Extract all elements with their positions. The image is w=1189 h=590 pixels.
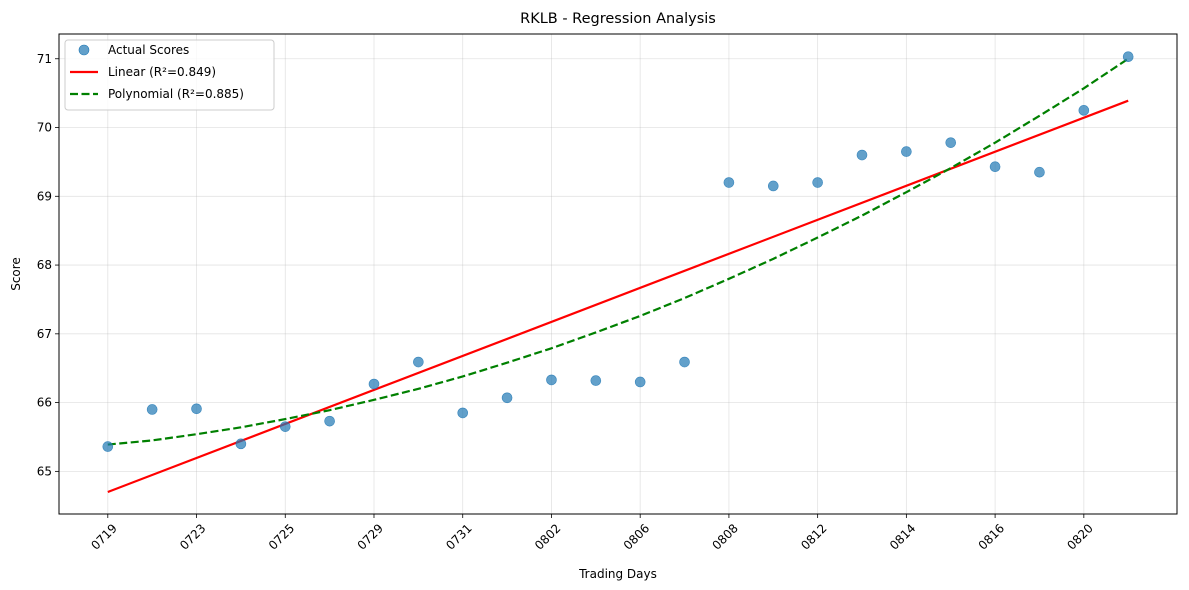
- y-tick-label: 71: [37, 52, 52, 66]
- y-tick-label: 67: [37, 327, 52, 341]
- legend-entry-polynomial: Polynomial (R²=0.885): [108, 87, 244, 101]
- data-point: [546, 374, 557, 386]
- x-tick-label: 0808: [709, 521, 740, 552]
- x-tick-label: 0806: [621, 521, 652, 552]
- data-point: [501, 392, 513, 404]
- x-tick-label: 0814: [887, 521, 918, 552]
- x-axis-label: Trading Days: [578, 567, 657, 581]
- data-point: [1122, 51, 1134, 62]
- data-point: [634, 376, 646, 388]
- data-point: [812, 177, 823, 188]
- data-point: [368, 378, 380, 390]
- data-point: [102, 441, 114, 452]
- legend-entry-linear: Linear (R²=0.849): [108, 65, 216, 79]
- x-tick-label: 0719: [88, 521, 119, 552]
- x-axis-ticks: 0719 0723 0725 0729 0731 0802 0806 0808 0812 0814…: [88, 514, 1096, 553]
- x-tick-label: 0723: [177, 521, 208, 552]
- x-tick-label: 0731: [443, 521, 474, 552]
- data-point: [901, 146, 912, 157]
- data-point: [191, 403, 202, 415]
- legend-scatter-marker: [78, 44, 90, 56]
- data-point: [235, 438, 247, 450]
- data-point: [457, 407, 469, 419]
- x-tick-label: 0725: [266, 521, 297, 552]
- y-tick-label: 68: [37, 258, 52, 272]
- data-point: [146, 404, 158, 415]
- y-tick-label: 65: [37, 464, 52, 478]
- data-point: [590, 375, 602, 386]
- legend: Actual Scores Linear (R²=0.849) Polynomi…: [64, 39, 275, 111]
- data-point: [1034, 166, 1045, 178]
- data-point: [279, 421, 291, 432]
- x-tick-label: 0820: [1064, 521, 1095, 552]
- data-point: [1078, 105, 1090, 116]
- data-point: [767, 180, 779, 192]
- x-tick-label: 0729: [355, 521, 386, 552]
- legend-box: [64, 39, 275, 111]
- legend-entry-actual: Actual Scores: [108, 43, 189, 57]
- data-point: [945, 137, 957, 148]
- data-point: [413, 356, 424, 368]
- scatter-series: [102, 51, 1134, 452]
- data-point: [679, 356, 690, 368]
- data-point: [989, 161, 1001, 173]
- y-tick-label: 69: [37, 189, 52, 203]
- linear-fit-line: [107, 99, 1129, 494]
- x-tick-label: 0802: [532, 521, 563, 552]
- y-tick-label: 70: [37, 121, 52, 135]
- x-tick-label: 0812: [798, 521, 829, 552]
- data-point: [723, 177, 735, 188]
- grid: [59, 34, 1177, 514]
- data-point: [856, 149, 868, 161]
- y-axis-label: Score: [9, 257, 23, 291]
- y-axis-ticks: 65 66 67 68 69 70 71: [37, 52, 59, 478]
- chart-title: RKLB - Regression Analysis: [520, 11, 716, 27]
- line-series: [107, 57, 1129, 494]
- polynomial-fit-line: [107, 57, 1129, 446]
- plot-area: [58, 33, 1178, 515]
- y-tick-label: 66: [37, 396, 52, 410]
- data-point: [324, 415, 335, 427]
- x-tick-label: 0816: [976, 521, 1007, 552]
